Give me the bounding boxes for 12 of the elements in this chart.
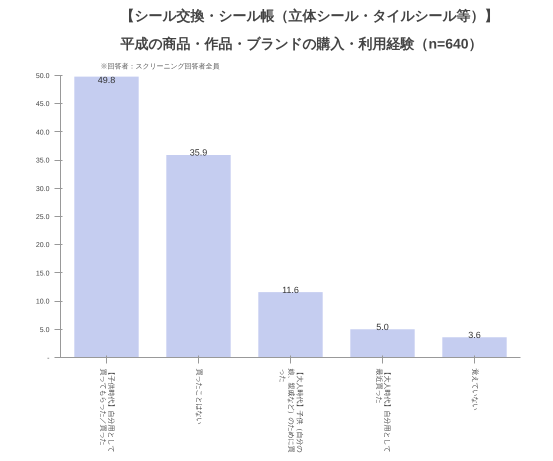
bar xyxy=(258,292,323,358)
bar xyxy=(350,329,415,358)
data-label: 5.0 xyxy=(376,322,389,332)
bar xyxy=(166,155,231,358)
bar xyxy=(442,337,507,358)
data-label: 3.6 xyxy=(468,330,481,340)
bar xyxy=(74,76,139,358)
data-label: 35.9 xyxy=(190,148,208,158)
data-label: 49.8 xyxy=(98,74,116,85)
chart-title: 【シール交換・シール帳（立体シール・タイルシール等）】 xyxy=(120,8,498,24)
data-label: 11.6 xyxy=(282,284,299,295)
chart-subtitle: 平成の商品・作品・ブランドの購入・利用経験（n=640） xyxy=(120,36,483,52)
